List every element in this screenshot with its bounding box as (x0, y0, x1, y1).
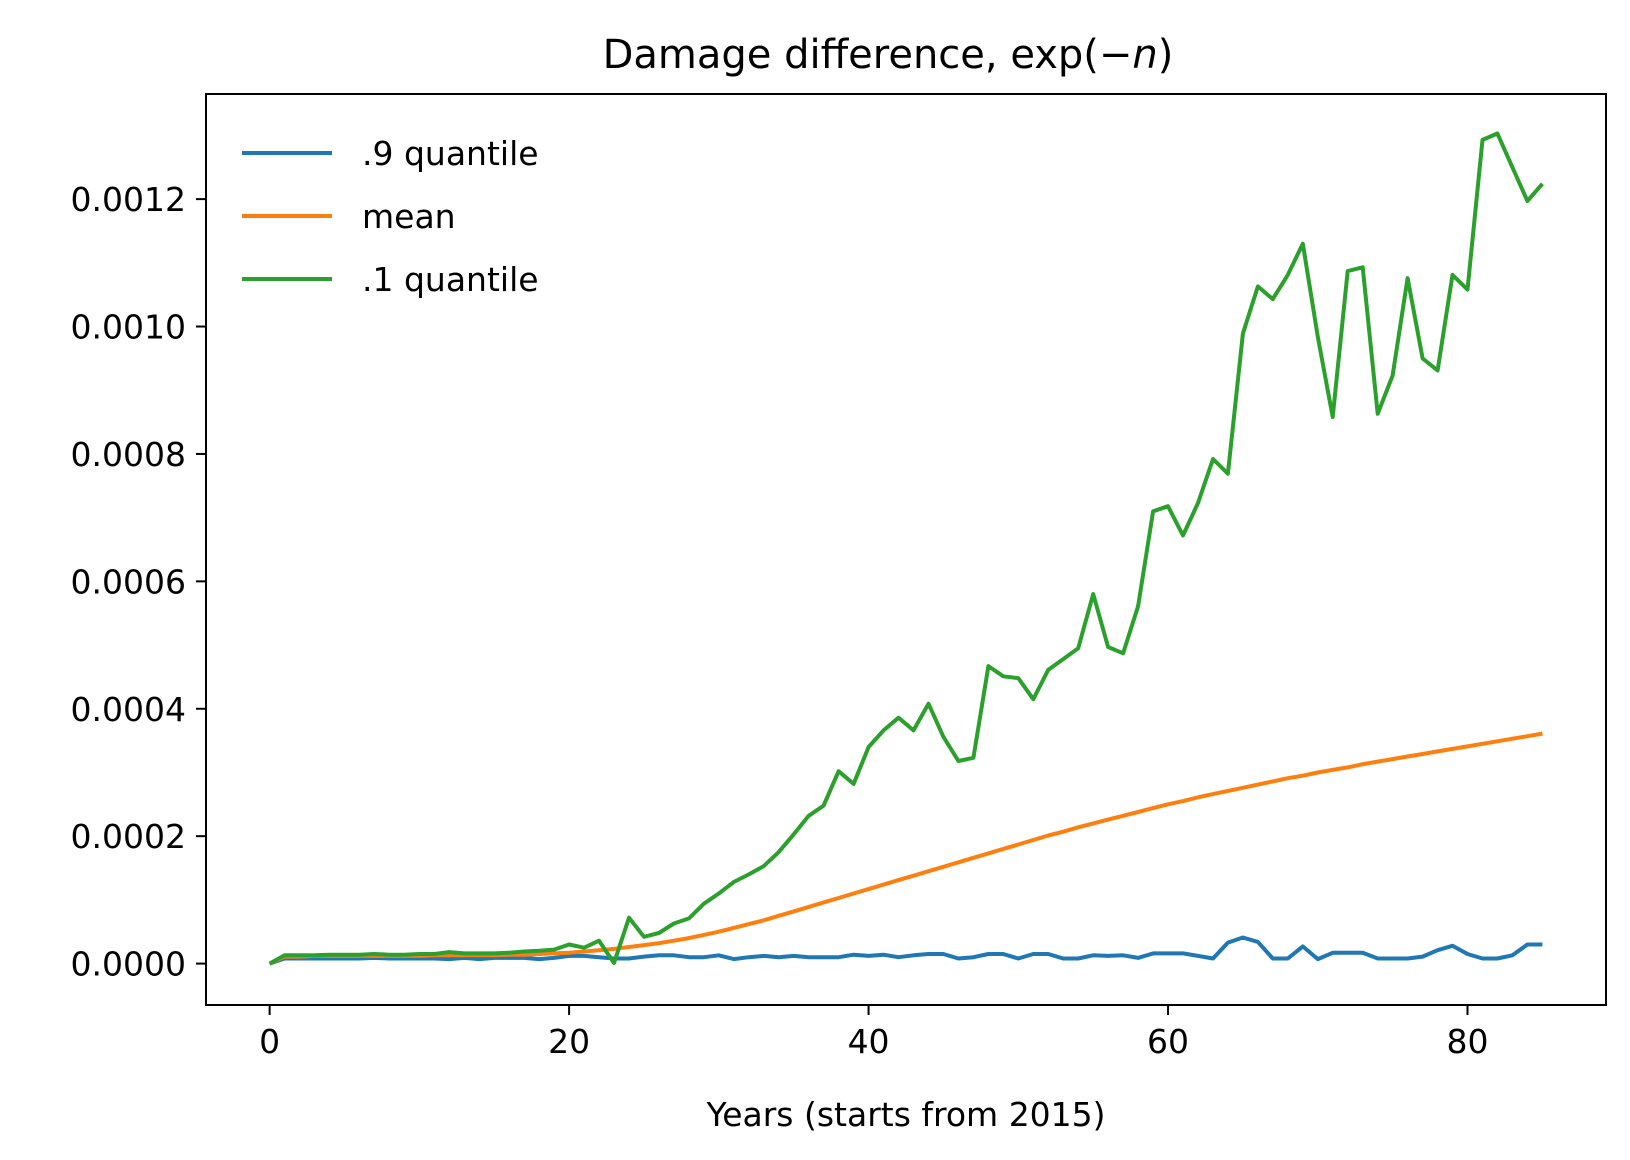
y-axis: 0.0000 0.0002 0.0004 0.0006 0.0008 0.0010 0.00… (71, 180, 206, 984)
y-tick-label: 0.0010 (71, 308, 186, 347)
y-tick-label: 0.0004 (71, 690, 186, 729)
legend-label: .9 quantile (362, 134, 539, 173)
legend: .9 quantile mean .1 quantile (242, 134, 539, 299)
x-tick-label: 60 (1147, 1022, 1189, 1061)
y-tick-label: 0.0000 (71, 945, 186, 984)
x-tick-label: 0 (259, 1022, 280, 1061)
legend-label: .1 quantile (362, 260, 539, 299)
chart-title: Damage difference, exp(−n) (603, 32, 1174, 78)
y-tick-label: 0.0008 (71, 435, 186, 474)
x-tick-label: 80 (1446, 1022, 1488, 1061)
x-tick-label: 40 (848, 1022, 890, 1061)
title-text-start: Damage difference, exp(− (603, 32, 1133, 78)
x-axis: 0 20 40 60 80 (259, 1005, 1488, 1061)
y-tick-label: 0.0012 (71, 180, 186, 219)
x-axis-label: Years (starts from 2015) (705, 1095, 1105, 1134)
title-text-end: ) (1158, 32, 1174, 78)
title-text-italic: n (1132, 32, 1157, 78)
y-tick-label: 0.0002 (71, 817, 186, 856)
series-line-1 (268, 935, 1543, 966)
legend-label: mean (362, 197, 456, 236)
x-tick-label: 20 (548, 1022, 590, 1061)
plot-area-frame (205, 93, 1607, 1006)
series-group (268, 131, 1544, 966)
series-line-3 (268, 131, 1544, 966)
y-tick-label: 0.0006 (71, 562, 186, 601)
